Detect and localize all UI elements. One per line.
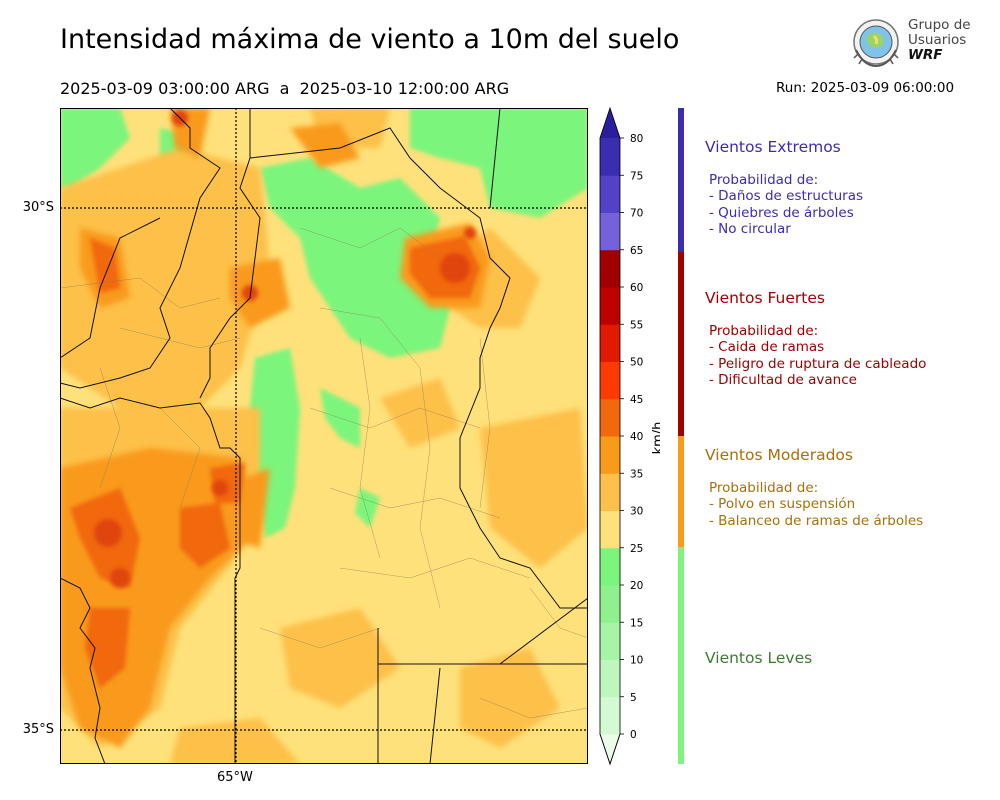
colorbar-tick-label: 0 [630, 729, 637, 741]
colorbar-tick-label: 80 [630, 133, 643, 145]
colorbar-under-extension [599, 733, 621, 766]
logo-text-line1: Grupo de [908, 17, 971, 33]
globe-seal-icon [853, 19, 899, 68]
colorbar-tick-label: 30 [630, 506, 643, 518]
colorbar-tick-label: 75 [630, 170, 643, 182]
colorbar-band [600, 585, 620, 623]
international-border [60, 577, 106, 764]
colorbar-tick-label: 65 [630, 245, 643, 257]
department-borders [60, 227, 588, 719]
forecast-period: 2025-03-09 03:00:00 ARG a 2025-03-10 12:… [60, 79, 510, 98]
category-title-fuertes: Vientos Fuertes [705, 289, 825, 307]
map-title: Intensidad máxima de viento a 10m del su… [60, 24, 680, 55]
category-title-moderados: Vientos Moderados [705, 446, 853, 464]
colorbar-ticks: 0 5 10 15 20 25 30 35 40 45 50 55 60 65 70 75 80 [620, 133, 643, 741]
lon-label-65w: 65°W [217, 770, 253, 785]
colorbar-over-extension [600, 108, 620, 138]
colorbar-band [600, 436, 620, 474]
colorbar-band [600, 287, 620, 325]
category-bar-extremos [678, 108, 684, 252]
wind-intensity-map [60, 108, 588, 764]
province-borders [60, 108, 588, 764]
colorbar-band [600, 473, 620, 511]
colorbar-tick-label: 25 [630, 543, 643, 555]
logo-text-line3: WRF [908, 47, 943, 63]
colorbar-tick-label: 55 [630, 319, 643, 331]
colorbar-band [600, 212, 620, 251]
logo-text-line2: Usuarios [908, 32, 967, 48]
colorbar-band [600, 696, 620, 735]
colorbar-tick-label: 10 [630, 655, 643, 667]
category-title-leves: Vientos Leves [705, 649, 813, 667]
colorbar-band [600, 175, 620, 213]
colorbar-bands [599, 106, 621, 766]
colorbar-tick-label: 40 [630, 431, 643, 443]
colorbar-tick-label: 60 [630, 282, 643, 294]
peak-wind-areas [94, 110, 476, 588]
category-bar-moderados [678, 436, 684, 547]
colorbar-band [600, 622, 620, 660]
colorbar-band [600, 398, 620, 437]
colorbar-tick-label: 70 [630, 208, 643, 220]
colorbar-tick-label: 50 [630, 357, 643, 369]
category-title-extremos: Vientos Extremos [705, 138, 841, 156]
lat-label-30s: 30°S [22, 200, 54, 215]
colorbar-tick-label: 5 [630, 692, 637, 704]
colorbar-band [600, 659, 620, 698]
colorbar-band [600, 361, 620, 400]
category-list-fuertes: Probabilidad de: - Caida de ramas - Peli… [709, 323, 927, 388]
colorbar-band [600, 510, 620, 549]
model-run-label: Run: 2025-03-09 06:00:00 [776, 80, 955, 96]
category-bar-leves [678, 547, 684, 764]
colorbar: 0 5 10 15 20 25 30 35 40 45 50 55 60 65 70 75 80 km/h [599, 106, 660, 766]
colorbar-tick-label: 35 [630, 468, 643, 480]
light-wind-areas [60, 108, 588, 538]
graticule [60, 108, 588, 764]
category-list-moderados: Probabilidad de: - Polvo en suspensión -… [709, 480, 924, 529]
colorbar-tick-label: 20 [630, 580, 643, 592]
grupo-usuarios-wrf-logo: Grupo de Usuarios WRF [848, 16, 978, 72]
colorbar-unit-label: km/h [651, 422, 660, 455]
colorbar-tick-label: 15 [630, 617, 643, 629]
colorbar-band [600, 138, 620, 176]
colorbar-tick-label: 45 [630, 394, 643, 406]
category-bar-fuertes [678, 252, 684, 436]
colorbar-band [600, 249, 620, 288]
category-list-extremos: Probabilidad de: - Daños de estructuras … [709, 172, 864, 237]
colorbar-band [600, 547, 620, 586]
lat-label-35s: 35°S [22, 722, 54, 737]
colorbar-band [600, 324, 620, 362]
